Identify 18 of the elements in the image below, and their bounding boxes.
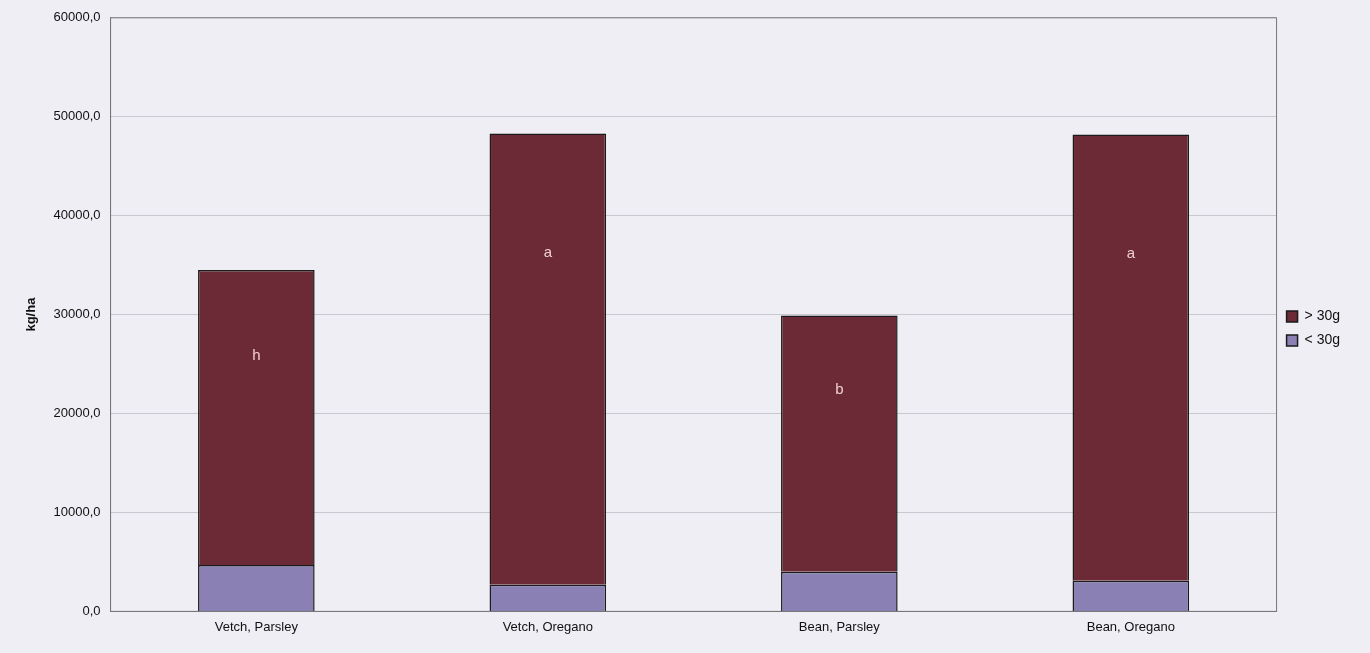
y-tick-label: 60000,0	[53, 9, 101, 25]
annotation: a	[543, 243, 553, 261]
x-tick-label: Vetch, Parsley	[214, 618, 299, 634]
legend-label: > 30g	[1304, 307, 1341, 324]
y-tick-label: 20000,0	[53, 405, 101, 421]
annotation: h	[252, 345, 261, 363]
legend-label: < 30g	[1304, 331, 1341, 348]
y-tick-label: 30000,0	[53, 306, 101, 322]
y-tick-label: 50000,0	[53, 108, 101, 124]
annotation: a	[1126, 243, 1136, 261]
y-tick-label: 0,0	[82, 602, 101, 618]
y-axis-title: kg/ha	[23, 296, 39, 332]
y-tick-label: 10000,0	[53, 504, 101, 520]
x-tick-label: Bean, Parsley	[798, 618, 881, 634]
x-tick-label: Bean, Oregano	[1086, 618, 1175, 634]
x-tick-label: Vetch, Oregano	[502, 618, 594, 634]
y-tick-label: 40000,0	[53, 207, 101, 223]
annotation: b	[835, 379, 844, 397]
